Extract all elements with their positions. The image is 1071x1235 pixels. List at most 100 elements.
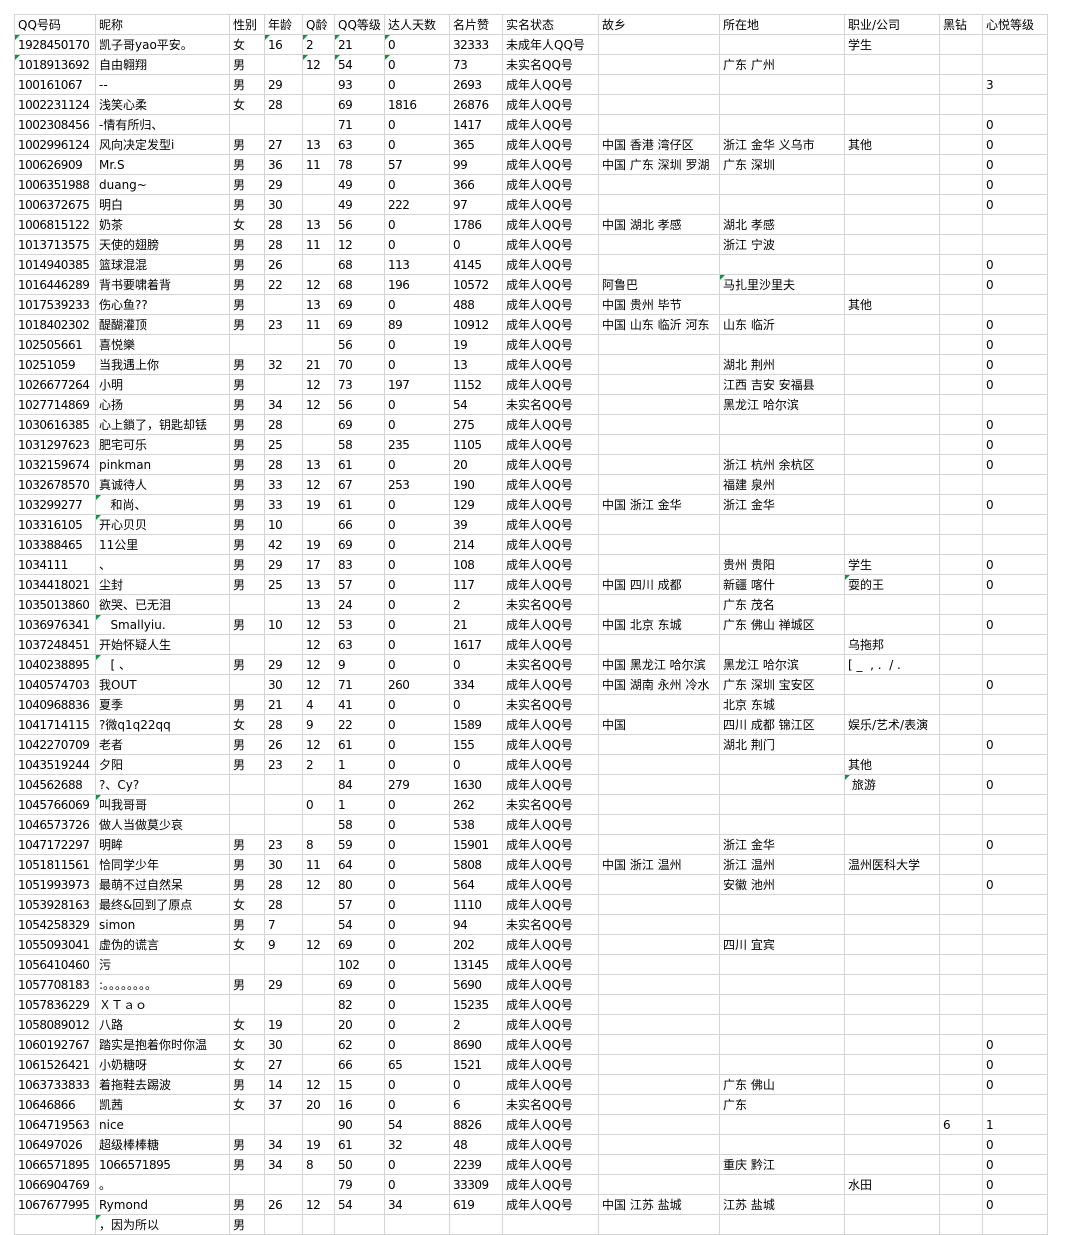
cell-realname-status[interactable]: 成年人QQ号 (502, 834, 599, 855)
cell-location[interactable]: 湖北 孝感 (719, 214, 845, 235)
cell-hometown[interactable] (598, 174, 720, 195)
cell-daren-days[interactable]: 0 (384, 174, 450, 195)
cell-qq-number[interactable]: 1051993973 (14, 874, 96, 895)
cell-nickname[interactable]: 浅笑心柔 (95, 94, 230, 115)
cell-occupation[interactable] (844, 374, 940, 395)
cell-occupation[interactable]: 其他 (844, 294, 940, 315)
cell-q-age[interactable] (302, 894, 335, 915)
cell-card-likes[interactable]: 202 (449, 934, 503, 955)
cell-card-likes[interactable]: 0 (449, 234, 503, 255)
cell-card-likes[interactable]: 19 (449, 334, 503, 355)
cell-daren-days[interactable]: 0 (384, 794, 450, 815)
cell-age[interactable]: 28 (264, 214, 303, 235)
cell-q-age[interactable]: 19 (302, 494, 335, 515)
cell-nickname[interactable]: 开始怀疑人生 (95, 634, 230, 655)
cell-occupation[interactable] (844, 74, 940, 95)
cell-location[interactable] (719, 1214, 845, 1235)
cell-age[interactable]: 26 (264, 1194, 303, 1215)
cell-hometown[interactable]: 中国 香港 湾仔区 (598, 134, 720, 155)
cell-daren-days[interactable]: 0 (384, 614, 450, 635)
cell-qq-number[interactable]: 1018402302 (14, 314, 96, 335)
cell-xinyue-level[interactable] (982, 94, 1048, 115)
cell-q-age[interactable]: 13 (302, 454, 335, 475)
cell-xinyue-level[interactable]: 0 (982, 674, 1048, 695)
cell-qq-number[interactable]: 1002308456 (14, 114, 96, 135)
cell-realname-status[interactable]: 成年人QQ号 (502, 494, 599, 515)
cell-realname-status[interactable]: 成年人QQ号 (502, 174, 599, 195)
cell-nickname[interactable]: 明白 (95, 194, 230, 215)
cell-daren-days[interactable]: 196 (384, 274, 450, 295)
cell-gender[interactable]: 男 (229, 494, 265, 515)
cell-qq-number[interactable]: 1035013860 (14, 594, 96, 615)
cell-occupation[interactable] (844, 1134, 940, 1155)
cell-black-diamond[interactable] (939, 194, 983, 215)
cell-daren-days[interactable]: 0 (384, 694, 450, 715)
cell-location[interactable]: 广东 (719, 1094, 845, 1115)
cell-gender[interactable] (229, 594, 265, 615)
cell-card-likes[interactable]: 275 (449, 414, 503, 435)
cell-qq-number[interactable]: 1041714115 (14, 714, 96, 735)
cell-gender[interactable]: 女 (229, 714, 265, 735)
cell-age[interactable] (264, 594, 303, 615)
cell-black-diamond[interactable] (939, 454, 983, 475)
cell-black-diamond[interactable] (939, 1054, 983, 1075)
cell-nickname[interactable]: 着拖鞋去踢波 (95, 1074, 230, 1095)
cell-qq-number[interactable]: 1034111 (14, 554, 96, 575)
cell-age[interactable] (264, 634, 303, 655)
cell-qq-number[interactable]: 1017539233 (14, 294, 96, 315)
cell-black-diamond[interactable] (939, 894, 983, 915)
cell-hometown[interactable] (598, 994, 720, 1015)
cell-qq-level[interactable]: 57 (334, 894, 385, 915)
cell-qq-number[interactable]: 1063733833 (14, 1074, 96, 1095)
cell-xinyue-level[interactable] (982, 294, 1048, 315)
cell-qq-number[interactable]: 1002996124 (14, 134, 96, 155)
cell-card-likes[interactable]: 10572 (449, 274, 503, 295)
cell-location[interactable]: 山东 临沂 (719, 314, 845, 335)
cell-gender[interactable]: 男 (229, 874, 265, 895)
cell-location[interactable]: 马扎里沙里夫 (719, 274, 845, 295)
cell-black-diamond[interactable] (939, 74, 983, 95)
cell-age[interactable] (264, 994, 303, 1015)
cell-realname-status[interactable]: 成年人QQ号 (502, 1114, 599, 1135)
cell-gender[interactable]: 男 (229, 974, 265, 995)
cell-black-diamond[interactable] (939, 974, 983, 995)
cell-black-diamond[interactable] (939, 354, 983, 375)
cell-occupation[interactable] (844, 674, 940, 695)
cell-qq-number[interactable]: 1006372675 (14, 194, 96, 215)
cell-qq-level[interactable]: 54 (334, 914, 385, 935)
cell-q-age[interactable]: 12 (302, 54, 335, 75)
cell-qq-level[interactable]: 20 (334, 1014, 385, 1035)
cell-age[interactable]: 32 (264, 354, 303, 375)
cell-card-likes[interactable]: 117 (449, 574, 503, 595)
cell-age[interactable]: 34 (264, 394, 303, 415)
cell-xinyue-level[interactable]: 0 (982, 1194, 1048, 1215)
cell-age[interactable]: 36 (264, 154, 303, 175)
cell-xinyue-level[interactable]: 0 (982, 434, 1048, 455)
cell-black-diamond[interactable] (939, 54, 983, 75)
cell-hometown[interactable]: 中国 江苏 盐城 (598, 1194, 720, 1215)
cell-occupation[interactable] (844, 454, 940, 475)
cell-card-likes[interactable]: 334 (449, 674, 503, 695)
cell-q-age[interactable] (302, 74, 335, 95)
cell-location[interactable] (719, 94, 845, 115)
cell-nickname[interactable]: 当我遇上你 (95, 354, 230, 375)
cell-q-age[interactable]: 9 (302, 714, 335, 735)
cell-occupation[interactable]: [ _ , . / . (844, 654, 940, 675)
cell-daren-days[interactable]: 0 (384, 634, 450, 655)
cell-qq-number[interactable]: 1027714869 (14, 394, 96, 415)
cell-location[interactable] (719, 1054, 845, 1075)
cell-qq-number[interactable]: 1054258329 (14, 914, 96, 935)
cell-gender[interactable]: 男 (229, 174, 265, 195)
cell-gender[interactable]: 男 (229, 474, 265, 495)
cell-xinyue-level[interactable]: 0 (982, 614, 1048, 635)
cell-q-age[interactable] (302, 194, 335, 215)
cell-nickname[interactable]: 小明 (95, 374, 230, 395)
cell-gender[interactable]: 男 (229, 414, 265, 435)
cell-location[interactable]: 广东 佛山 禅城区 (719, 614, 845, 635)
cell-qq-number[interactable] (14, 1214, 96, 1235)
cell-q-age[interactable]: 12 (302, 1074, 335, 1095)
cell-nickname[interactable]: 、 (95, 554, 230, 575)
cell-hometown[interactable]: 中国 广东 深圳 罗湖 (598, 154, 720, 175)
cell-daren-days[interactable]: 253 (384, 474, 450, 495)
cell-gender[interactable]: 男 (229, 554, 265, 575)
